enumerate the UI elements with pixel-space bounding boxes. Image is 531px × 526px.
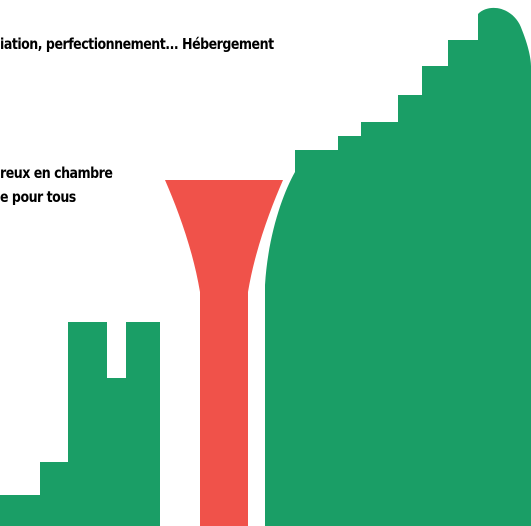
caption-line-3: e pour tous bbox=[0, 188, 76, 206]
caption-line-2: reux en chambre bbox=[0, 164, 113, 182]
green-tower-right bbox=[265, 7, 531, 526]
red-tower bbox=[165, 180, 283, 526]
caption-line-1: iation, perfectionnement... Hébergement bbox=[0, 35, 274, 53]
green-steps-left bbox=[0, 322, 160, 526]
